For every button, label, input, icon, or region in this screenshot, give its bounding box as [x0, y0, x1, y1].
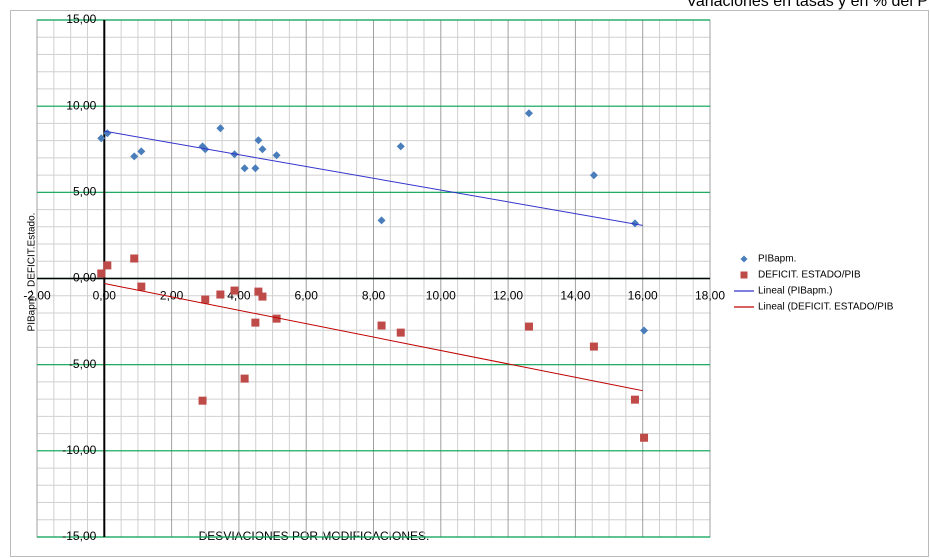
- point: [396, 142, 405, 151]
- x-tick-label: -2,00: [23, 289, 51, 303]
- point: [630, 395, 639, 404]
- trend-line: [104, 130, 643, 226]
- point: [97, 269, 106, 278]
- legend-label: Lineal (DEFICIT. ESTADO/PIB: [758, 302, 894, 313]
- x-axis-label: DESVIACIONES POR MODIFICACIONES.: [199, 529, 430, 543]
- point: [130, 152, 139, 161]
- point: [254, 287, 263, 296]
- trend-line: [104, 283, 643, 392]
- point: [524, 322, 533, 331]
- x-tick-label: 8,00: [362, 289, 386, 303]
- point: [137, 282, 146, 291]
- y-tick-label: 5,00: [73, 185, 97, 199]
- point: [640, 326, 649, 335]
- point: [137, 147, 146, 156]
- legend-label: Lineal (PIBapm.): [758, 286, 832, 297]
- chart-border: [10, 10, 929, 557]
- point: [216, 290, 225, 299]
- point: [396, 328, 405, 337]
- x-tick-label: 18,00: [695, 289, 725, 303]
- x-tick-label: 10,00: [426, 289, 456, 303]
- point: [240, 164, 249, 173]
- legend-label: DEFICIT. ESTADO/PIB: [758, 270, 861, 281]
- y-tick-label: -15,00: [62, 529, 96, 543]
- y-tick-label: -5,00: [69, 357, 97, 371]
- point: [258, 292, 267, 301]
- point: [97, 134, 106, 143]
- point: [230, 286, 239, 295]
- y-tick-label: -10,00: [62, 443, 96, 457]
- point: [240, 374, 249, 383]
- point: [630, 219, 639, 228]
- point: [589, 342, 598, 351]
- legend-marker: [740, 255, 748, 263]
- x-tick-label: 2,00: [160, 289, 184, 303]
- x-tick-label: 14,00: [560, 289, 590, 303]
- point: [103, 261, 112, 270]
- x-tick-label: 16,00: [628, 289, 658, 303]
- point: [524, 109, 533, 118]
- x-tick-label: 6,00: [295, 289, 319, 303]
- point: [258, 145, 267, 154]
- point: [198, 396, 207, 405]
- y-axis-label: PIBapm - DEFICIT.Estado.: [27, 213, 38, 332]
- point: [216, 124, 225, 133]
- point: [377, 321, 386, 330]
- y-tick-label: 10,00: [66, 98, 96, 112]
- point: [589, 171, 598, 180]
- point: [201, 295, 210, 304]
- point: [272, 151, 281, 160]
- y-tick-label: 0,00: [73, 271, 97, 285]
- x-tick-label: 12,00: [493, 289, 523, 303]
- y-tick-label: 15,00: [66, 12, 96, 26]
- point: [377, 216, 386, 225]
- point: [272, 314, 281, 323]
- point: [251, 318, 260, 327]
- legend-label: PIBapm.: [758, 254, 796, 265]
- point: [640, 433, 649, 442]
- point: [251, 164, 260, 173]
- chart-title: Variaciones en tasas y en % del P: [686, 0, 928, 10]
- legend-marker: [740, 271, 748, 279]
- point: [130, 254, 139, 263]
- point: [254, 136, 263, 145]
